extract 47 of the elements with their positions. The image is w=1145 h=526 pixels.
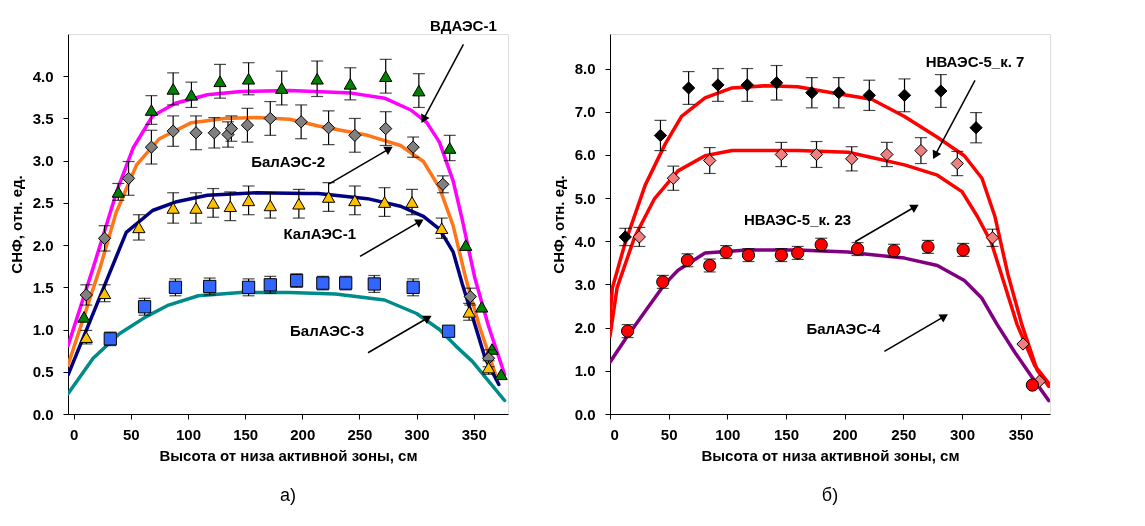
- annotation: ВДАЭС-1: [430, 17, 497, 35]
- y-tick-label: 6.0: [574, 146, 596, 164]
- y-tick-label: 0.0: [574, 405, 596, 423]
- y-tick-label: 4.0: [32, 67, 54, 85]
- x-axis-title: Высота от низа активной зоны, см: [701, 446, 960, 464]
- x-tick-label: 150: [233, 425, 259, 443]
- x-tick-label: 200: [290, 425, 316, 443]
- y-tick-label: 0.5: [32, 363, 54, 381]
- y-tick-label: 8.0: [574, 60, 596, 78]
- y-axis-title: СНФ, отн. ед.: [549, 175, 567, 274]
- x-tick-label: 250: [347, 425, 373, 443]
- x-tick-label: 300: [949, 425, 976, 443]
- y-tick-label: 3.0: [32, 152, 54, 170]
- x-tick-label: 250: [891, 425, 917, 443]
- annotation: БалАЭС-3: [290, 321, 364, 339]
- y-tick-label: 3.5: [32, 109, 54, 127]
- annotation: НВАЭС-5_к. 23: [743, 210, 852, 228]
- x-tick-label: 100: [715, 425, 741, 443]
- annotation: НВАЭС-5_к. 7: [925, 53, 1025, 71]
- text: б): [821, 485, 839, 505]
- x-tick-label: 50: [660, 425, 678, 443]
- annotation: КалАЭС-1: [283, 225, 356, 243]
- y-tick-label: 5.0: [574, 189, 596, 207]
- y-tick-label: 4.0: [574, 232, 596, 250]
- text: а): [279, 485, 297, 505]
- y-tick-label: 2.0: [32, 236, 54, 254]
- annotation: БалАЭС-4: [806, 320, 882, 338]
- annotation: БалАЭС-2: [251, 152, 326, 170]
- x-tick-label: 50: [123, 425, 140, 443]
- y-axis-title: СНФ, отн. ед.: [7, 175, 25, 274]
- y-tick-label: 2.0: [574, 319, 596, 337]
- x-tick-label: 300: [404, 425, 430, 443]
- x-axis-title: Высота от низа активной зоны, см: [159, 446, 418, 464]
- x-tick-label: 200: [832, 425, 858, 443]
- x-tick-label: 100: [175, 425, 202, 443]
- y-tick-label: 7.0: [574, 103, 596, 121]
- x-tick-label: 0: [70, 425, 79, 443]
- y-tick-label: 3.0: [574, 275, 596, 293]
- y-tick-label: 1.0: [32, 321, 54, 339]
- x-tick-label: 150: [773, 425, 800, 443]
- y-tick-label: 2.5: [32, 194, 54, 212]
- y-tick-label: 1.5: [32, 278, 54, 296]
- x-tick-label: 350: [1008, 425, 1034, 443]
- x-tick-label: 0: [610, 425, 619, 443]
- y-tick-label: 1.0: [574, 362, 596, 380]
- x-tick-label: 350: [461, 425, 487, 443]
- y-tick-label: 0.0: [32, 405, 54, 423]
